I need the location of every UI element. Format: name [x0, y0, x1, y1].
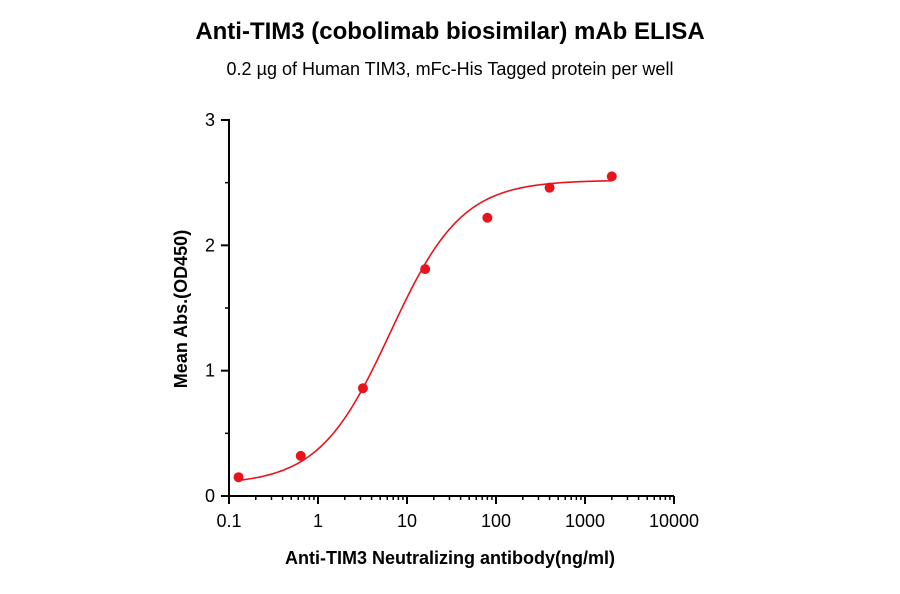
data-point [295, 450, 306, 461]
data-point [420, 264, 431, 275]
axes: 0.1 1 10 100 1000 10000 0 1 2 3 [205, 110, 699, 531]
x-tick-label: 10 [397, 511, 417, 531]
fit-curve [238, 179, 612, 482]
data-point [544, 182, 555, 193]
x-tick-label: 100 [481, 511, 511, 531]
y-tick-label: 2 [205, 235, 215, 255]
fit-curve-layer [238, 179, 612, 482]
data-points-layer [233, 171, 617, 483]
x-axis-label: Anti-TIM3 Neutralizing antibody(ng/ml) [285, 548, 615, 568]
data-point [233, 472, 244, 483]
y-tick-label: 0 [205, 486, 215, 506]
chart-subtitle: 0.2 µg of Human TIM3, mFc-His Tagged pro… [226, 59, 674, 79]
y-tick-label: 3 [205, 110, 215, 130]
y-axis-label: Mean Abs.(OD450) [171, 230, 191, 388]
data-point [482, 212, 493, 223]
x-tick-label: 0.1 [216, 511, 241, 531]
axis-labels-layer: Anti-TIM3 Neutralizing antibody(ng/ml) M… [171, 230, 615, 568]
y-tick-label: 1 [205, 361, 215, 381]
x-tick-label: 1000 [565, 511, 605, 531]
chart-title: Anti-TIM3 (cobolimab biosimilar) mAb ELI… [195, 18, 705, 45]
data-point [357, 383, 368, 394]
x-tick-label: 1 [313, 511, 323, 531]
x-tick-label: 10000 [649, 511, 699, 531]
data-point [606, 171, 617, 182]
